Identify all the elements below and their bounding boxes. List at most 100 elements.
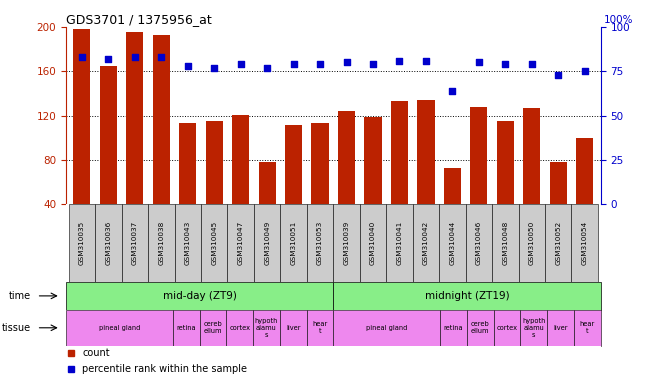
Bar	[152, 35, 170, 204]
Text: GSM310048: GSM310048	[502, 221, 508, 265]
Bar	[576, 138, 593, 204]
Bar	[179, 123, 196, 204]
Bar	[360, 204, 386, 282]
Bar	[523, 108, 541, 204]
Bar	[280, 204, 307, 282]
Point	[368, 61, 378, 67]
Text: GSM310046: GSM310046	[476, 221, 482, 265]
Bar	[333, 282, 601, 310]
Point	[527, 61, 537, 67]
Text: pineal gland: pineal gland	[99, 325, 140, 331]
Bar	[121, 204, 148, 282]
Bar	[574, 310, 601, 346]
Bar	[494, 310, 521, 346]
Bar	[285, 124, 302, 204]
Text: GDS3701 / 1375956_at: GDS3701 / 1375956_at	[66, 13, 212, 26]
Point	[341, 59, 352, 65]
Bar	[254, 204, 280, 282]
Text: mid-day (ZT9): mid-day (ZT9)	[163, 291, 236, 301]
Point	[156, 54, 166, 60]
Bar	[391, 101, 408, 204]
Point	[394, 58, 405, 64]
Text: GSM310038: GSM310038	[158, 221, 164, 265]
Text: midnight (ZT19): midnight (ZT19)	[424, 291, 510, 301]
Bar	[259, 162, 276, 204]
Bar	[73, 29, 90, 204]
Bar	[174, 204, 201, 282]
Text: cortex: cortex	[229, 325, 250, 331]
Bar	[440, 310, 467, 346]
Text: cereb
ellum: cereb ellum	[204, 321, 222, 334]
Text: GSM310040: GSM310040	[370, 221, 376, 265]
Text: GSM310049: GSM310049	[264, 221, 270, 265]
Text: pineal gland: pineal gland	[366, 325, 407, 331]
Bar	[547, 310, 574, 346]
Text: GSM310035: GSM310035	[79, 221, 85, 265]
Text: GSM310036: GSM310036	[106, 221, 112, 265]
Text: GSM310041: GSM310041	[397, 221, 403, 265]
Bar	[521, 310, 547, 346]
Point	[129, 54, 140, 60]
Point	[315, 61, 325, 67]
Bar	[226, 310, 253, 346]
Bar	[66, 310, 173, 346]
Text: cereb
ellum: cereb ellum	[471, 321, 490, 334]
Text: GSM310042: GSM310042	[423, 221, 429, 265]
Text: hear
t: hear t	[312, 321, 327, 334]
Text: GSM310044: GSM310044	[449, 221, 455, 265]
Bar	[497, 121, 514, 204]
Text: GSM310054: GSM310054	[581, 221, 587, 265]
Bar	[253, 310, 280, 346]
Bar	[307, 204, 333, 282]
Point	[500, 61, 511, 67]
Point	[236, 61, 246, 67]
Bar	[412, 204, 439, 282]
Bar	[550, 162, 567, 204]
Bar	[417, 100, 434, 204]
Bar	[467, 310, 494, 346]
Bar	[471, 107, 488, 204]
Text: hear
t: hear t	[579, 321, 595, 334]
Bar	[439, 204, 465, 282]
Bar	[545, 204, 572, 282]
Point	[474, 59, 484, 65]
Bar	[492, 204, 519, 282]
Point	[420, 58, 431, 64]
Text: hypoth
alamu
s: hypoth alamu s	[522, 318, 545, 338]
Text: time: time	[9, 291, 31, 301]
Text: GSM310037: GSM310037	[132, 221, 138, 265]
Point	[553, 72, 564, 78]
Text: tissue: tissue	[2, 323, 31, 333]
Point	[77, 54, 87, 60]
Bar	[148, 204, 174, 282]
Bar	[200, 310, 226, 346]
Text: retina: retina	[444, 325, 463, 331]
Text: GSM310047: GSM310047	[238, 221, 244, 265]
Bar	[173, 310, 200, 346]
Point	[262, 65, 273, 71]
Bar	[333, 310, 440, 346]
Bar	[95, 204, 121, 282]
Text: GSM310039: GSM310039	[344, 221, 350, 265]
Point	[182, 63, 193, 69]
Text: 100%: 100%	[603, 15, 633, 25]
Point	[103, 56, 114, 62]
Bar	[338, 111, 355, 204]
Text: GSM310043: GSM310043	[185, 221, 191, 265]
Text: GSM310053: GSM310053	[317, 221, 323, 265]
Text: count: count	[82, 348, 110, 358]
Bar	[386, 204, 412, 282]
Text: percentile rank within the sample: percentile rank within the sample	[82, 364, 247, 374]
Text: GSM310050: GSM310050	[529, 221, 535, 265]
Bar	[465, 204, 492, 282]
Point	[579, 68, 590, 74]
Bar	[66, 282, 333, 310]
Bar	[100, 66, 117, 204]
Bar	[519, 204, 545, 282]
Bar	[69, 204, 95, 282]
Bar	[232, 114, 249, 204]
Bar	[228, 204, 254, 282]
Text: liver: liver	[553, 325, 568, 331]
Text: liver: liver	[286, 325, 300, 331]
Bar	[572, 204, 598, 282]
